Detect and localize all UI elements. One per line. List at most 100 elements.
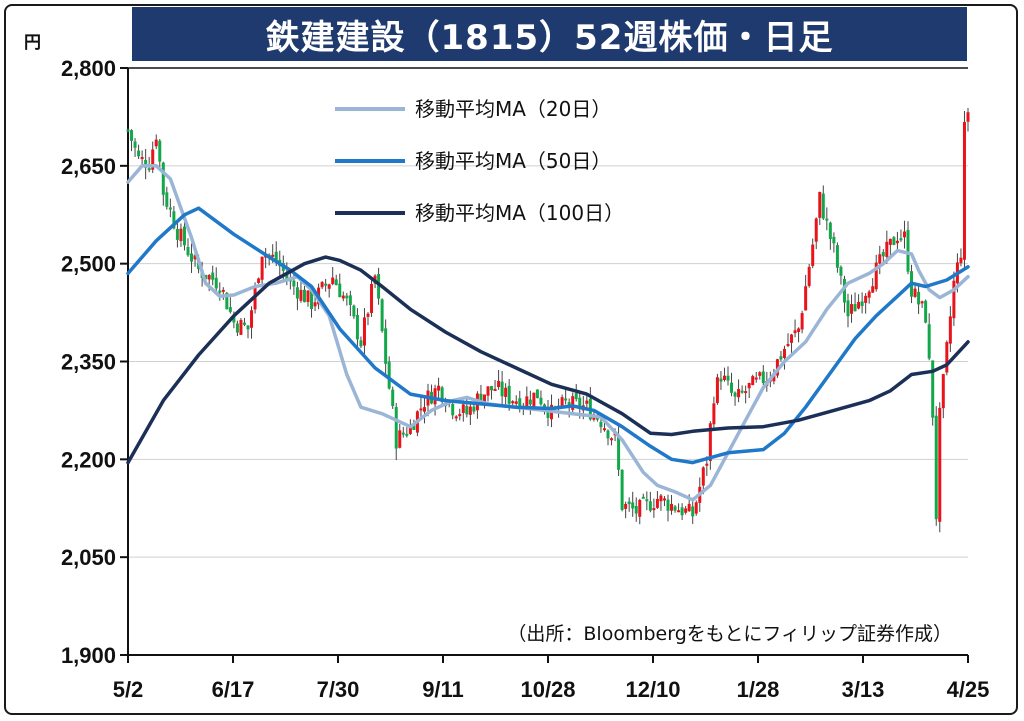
candle-up xyxy=(221,289,225,292)
candle-up xyxy=(497,380,501,388)
candle-down xyxy=(352,305,356,317)
candle-up xyxy=(782,348,786,358)
candle-down xyxy=(546,408,550,418)
candle-down xyxy=(574,393,578,400)
candle-up xyxy=(482,394,486,404)
candle-up xyxy=(722,375,726,381)
candle-down xyxy=(539,397,543,405)
candle-down xyxy=(228,307,232,312)
candle-up xyxy=(811,244,815,266)
candle-down xyxy=(401,432,405,435)
candle-up xyxy=(419,408,423,411)
candle-down xyxy=(292,280,296,287)
candle-down xyxy=(465,406,469,415)
candle-down xyxy=(518,398,522,410)
legend-label-ma100: 移動平均MA（100日） xyxy=(415,201,624,225)
x-tick-label: 7/30 xyxy=(317,677,360,702)
candle-down xyxy=(564,398,568,401)
y-tick-label: 2,350 xyxy=(61,350,116,375)
candle-down xyxy=(345,295,349,299)
candle-down xyxy=(645,499,649,502)
candle-down xyxy=(168,207,172,210)
candle-up xyxy=(800,313,804,330)
candle-up xyxy=(952,280,956,319)
x-tick-label: 3/13 xyxy=(842,677,885,702)
candle-up xyxy=(398,430,402,448)
candle-up xyxy=(370,283,374,313)
candle-up xyxy=(532,392,536,408)
candle-down xyxy=(730,382,734,393)
candle-down xyxy=(137,150,141,157)
candle-down xyxy=(860,301,864,306)
candle-up xyxy=(814,218,818,242)
candle-down xyxy=(232,314,236,323)
candle-down xyxy=(634,505,638,514)
candle-up xyxy=(913,288,917,297)
candle-up xyxy=(331,277,335,285)
candle-up xyxy=(624,503,628,509)
candle-down xyxy=(846,300,850,317)
candle-down xyxy=(617,435,621,470)
candle-down xyxy=(892,237,896,245)
candle-up xyxy=(662,498,666,501)
candle-up xyxy=(747,383,751,389)
candle-up xyxy=(602,428,606,431)
candle-up xyxy=(525,396,529,407)
candle-down xyxy=(274,251,278,262)
candle-up xyxy=(857,301,861,309)
legend: 移動平均MA（20日） 移動平均MA（50日） 移動平均MA（100日） xyxy=(335,97,624,225)
candle-up xyxy=(684,508,688,513)
y-tick-label: 2,200 xyxy=(61,447,116,472)
candle-down xyxy=(334,279,338,286)
candle-down xyxy=(359,340,363,347)
candle-up xyxy=(585,400,589,404)
candle-up xyxy=(744,391,748,394)
candle-down xyxy=(906,229,910,272)
candle-up xyxy=(867,291,871,298)
candle-up xyxy=(790,334,794,343)
chart-frame xyxy=(4,4,1018,715)
candle-up xyxy=(701,467,705,486)
candle-down xyxy=(641,496,645,499)
candle-down xyxy=(235,323,239,333)
candle-up xyxy=(941,374,945,409)
candle-up xyxy=(948,316,952,344)
candle-up xyxy=(313,302,317,307)
x-tick-label: 12/10 xyxy=(625,677,680,702)
candle-up xyxy=(514,401,518,404)
candle-up xyxy=(786,343,790,346)
candle-up xyxy=(878,254,882,264)
candle-up xyxy=(885,241,889,257)
candle-down xyxy=(726,375,730,381)
candle-up xyxy=(468,406,472,415)
candle-down xyxy=(144,159,148,168)
candle-up xyxy=(437,385,441,391)
ma100-line xyxy=(126,255,970,465)
candle-down xyxy=(680,507,684,516)
candle-up xyxy=(850,304,854,314)
candle-up xyxy=(871,286,875,293)
candle-up xyxy=(610,438,614,441)
candle-up xyxy=(652,508,656,511)
candle-down xyxy=(204,274,208,280)
candle-up xyxy=(694,502,698,514)
y-axis-unit: 円 xyxy=(24,33,41,53)
candle-up xyxy=(775,359,779,376)
candle-down xyxy=(355,314,359,340)
y-tick-label: 1,900 xyxy=(61,643,116,668)
candle-down xyxy=(377,274,381,299)
candle-down xyxy=(211,272,215,280)
candle-down xyxy=(934,415,938,520)
candle-up xyxy=(560,397,564,407)
candle-down xyxy=(853,304,857,312)
candle-down xyxy=(924,300,928,323)
ma20-line xyxy=(126,164,970,502)
y-tick-label: 2,650 xyxy=(61,154,116,179)
candle-down xyxy=(405,433,409,436)
candle-down xyxy=(733,392,737,397)
title-bar: 鉄建建設（1815）52週株価・日足 xyxy=(132,7,967,61)
candle-down xyxy=(631,502,635,509)
candle-up xyxy=(938,407,942,522)
candle-down xyxy=(472,406,476,412)
candle-down xyxy=(835,245,839,268)
